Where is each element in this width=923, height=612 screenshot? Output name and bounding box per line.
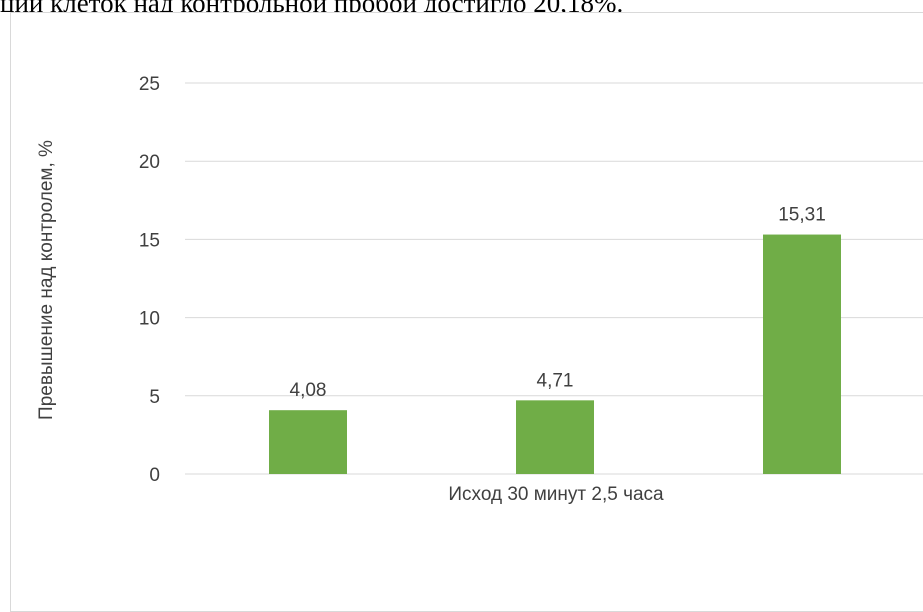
y-tick-label: 5: [149, 387, 160, 408]
bar-value-label: 15,31: [778, 205, 826, 226]
bar-chart: 0 5 10 15 20 25 4,08 4,71 15,31 Превышение над …: [36, 74, 923, 505]
bar: [763, 234, 841, 474]
y-axis-title: Превышение над контролем, %: [36, 140, 57, 420]
y-tick-label: 10: [139, 309, 160, 330]
y-tick-labels: 0 5 10 15 20 25: [139, 74, 160, 486]
y-tick-label: 25: [139, 74, 160, 95]
x-axis-category-label: Исход 30 минут 2,5 часа: [448, 484, 664, 505]
data-labels: 4,08 4,71 15,31: [290, 205, 826, 402]
bar: [269, 410, 347, 474]
y-tick-label: 0: [149, 465, 160, 486]
bars: [269, 234, 841, 474]
bar-value-label: 4,08: [290, 380, 327, 401]
bar-value-label: 4,71: [537, 370, 574, 391]
y-tick-label: 15: [139, 230, 160, 251]
y-tick-label: 20: [139, 152, 160, 173]
bar: [516, 400, 594, 474]
